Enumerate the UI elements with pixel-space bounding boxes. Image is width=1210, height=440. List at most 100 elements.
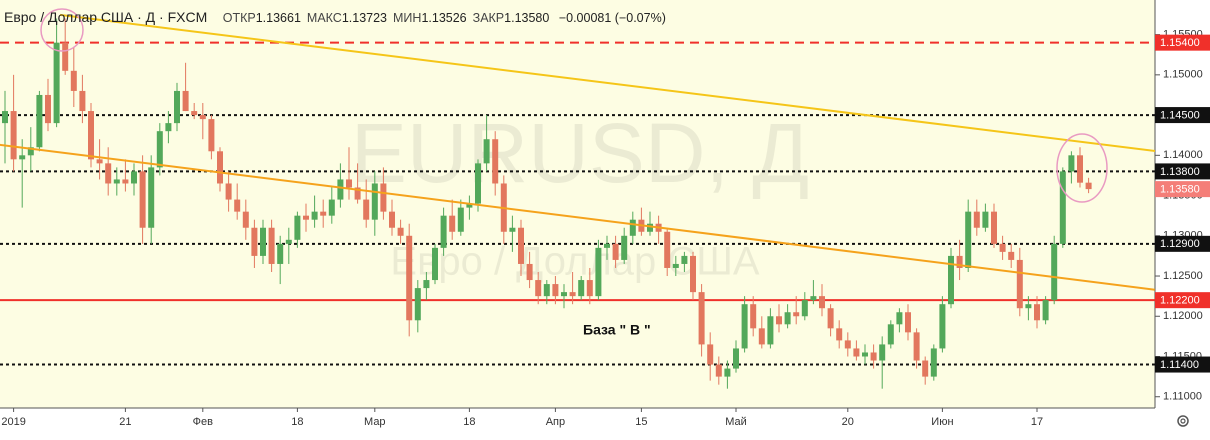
field-value: 1.13723 (341, 11, 388, 25)
candle-body (53, 42, 60, 124)
candle-body (810, 296, 817, 301)
candle-body (122, 179, 129, 184)
candle-body (354, 187, 361, 200)
candle-body (733, 348, 739, 369)
y-tick-label: 1.12500 (1163, 270, 1203, 282)
candle-body (268, 227, 275, 264)
candle-body (1042, 300, 1049, 321)
level-label-box (1155, 181, 1210, 198)
candle-body (62, 42, 69, 71)
candle-body (217, 151, 223, 184)
candle-body (423, 280, 430, 289)
trendline (59, 13, 1155, 153)
candle-body (578, 280, 585, 297)
candle-body (1034, 304, 1040, 321)
candle-body (328, 199, 335, 216)
candle-body (715, 364, 722, 377)
candle-body (260, 227, 266, 256)
candle-body (182, 90, 189, 112)
level-label: 1.12900 (1160, 238, 1200, 250)
candle-body (466, 203, 473, 208)
x-tick-label: 18 (291, 416, 303, 428)
candle-body (79, 90, 86, 112)
candle-body (930, 348, 937, 377)
level-label: 1.13800 (1160, 166, 1200, 178)
candle-body (208, 119, 215, 152)
highlight-circle (1056, 133, 1108, 203)
candle-body (27, 147, 34, 156)
candle-body (371, 183, 378, 220)
candle-body (1051, 243, 1058, 301)
x-tick-label: 17 (1031, 416, 1043, 428)
time-axis (0, 408, 1155, 435)
candle-body (251, 227, 258, 256)
level-label: 1.14500 (1160, 109, 1200, 121)
field-label: МАКС (306, 11, 342, 25)
candle-body (836, 328, 843, 341)
field-label: МИН (393, 11, 422, 25)
candle-body (552, 284, 559, 297)
candle-body (999, 243, 1006, 252)
level-label-box (1155, 356, 1210, 373)
candle-body (604, 243, 610, 248)
candle-body (1025, 304, 1032, 309)
level-label: 1.12200 (1160, 295, 1200, 307)
candle-body (801, 300, 808, 317)
candle-body (36, 94, 43, 148)
candle-body (294, 215, 301, 240)
x-tick-label: 20 (842, 416, 854, 428)
y-tick-label: 1.14000 (1163, 149, 1203, 161)
candle-body (922, 360, 929, 377)
settings-icon[interactable] (1177, 415, 1189, 427)
candle-body (690, 255, 696, 293)
candle-body (303, 215, 309, 220)
x-tick-label: Май (725, 416, 747, 428)
x-tick-label: 15 (635, 416, 647, 428)
candle-body (311, 211, 318, 220)
candle-body (242, 211, 249, 228)
candle-body (234, 199, 241, 212)
candle-body (612, 243, 619, 260)
candle-body (1016, 259, 1023, 309)
candle-body (199, 115, 206, 120)
candle-body (1059, 171, 1066, 244)
candle-body (389, 211, 395, 228)
change: −0.00081 (−0.07%) (558, 11, 666, 25)
candle-body (380, 183, 387, 212)
candle-body (973, 211, 980, 228)
candle-body (139, 171, 146, 228)
watermark-name: Евро / Доллар США (390, 240, 760, 284)
candle-body (561, 292, 567, 297)
y-tick-label: 1.12000 (1163, 310, 1203, 322)
x-tick-label: Апр (546, 416, 565, 428)
level-label: 1.11400 (1160, 359, 1199, 371)
level-label-box (1155, 34, 1210, 51)
candle-body (707, 344, 714, 365)
y-tick-label: 1.11000 (1163, 391, 1202, 403)
plot-background (0, 0, 1155, 408)
candle-body (483, 139, 490, 164)
candle-body (948, 255, 954, 305)
candle-body (285, 239, 292, 244)
candle-body (776, 316, 782, 325)
candle-body (913, 332, 920, 361)
annotation: База " В " (583, 322, 651, 338)
candle-body (526, 263, 533, 281)
candle-body (965, 211, 972, 268)
candle-body (475, 163, 481, 204)
candle-body (793, 312, 800, 317)
candle-body (879, 344, 886, 361)
candle-body (337, 179, 344, 200)
candle-body (449, 215, 456, 232)
candle-body (956, 255, 963, 268)
level-label: 1.15400 (1160, 37, 1200, 49)
candle-body (2, 111, 8, 124)
candle-body (346, 179, 352, 188)
candle-body (174, 90, 180, 124)
level-label-box (1155, 292, 1210, 309)
candle-body (363, 199, 370, 220)
candle-body (1077, 155, 1083, 183)
candle-body (750, 304, 757, 329)
